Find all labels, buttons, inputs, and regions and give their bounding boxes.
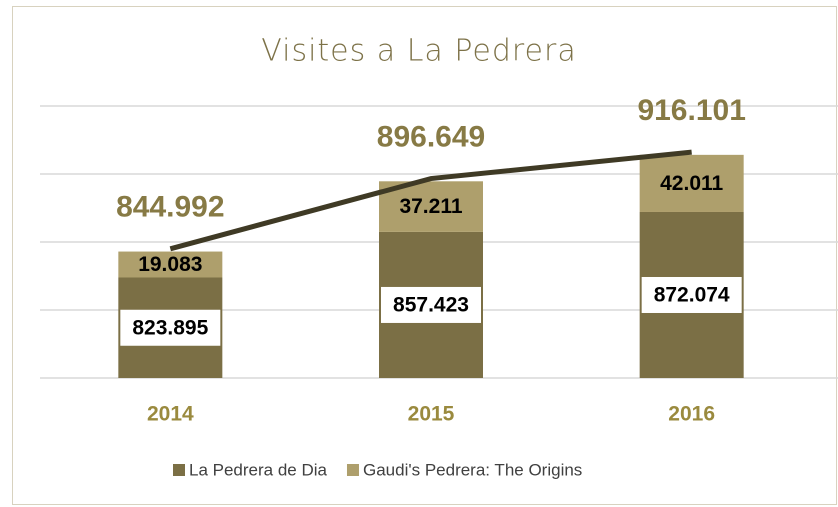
segment-label: 823.895 <box>132 316 208 339</box>
segment-label: 872.074 <box>654 284 730 307</box>
segment-label: 37.211 <box>399 195 462 218</box>
label-box <box>381 286 481 323</box>
segment-label: 42.011 <box>660 172 723 195</box>
label-box <box>120 309 221 346</box>
total-line <box>169 149 692 252</box>
legend-swatch <box>346 464 359 476</box>
legend-label: Gaudi's Pedrera: The Origins <box>363 460 582 479</box>
bar-segment <box>639 154 744 212</box>
chart-frame <box>12 6 837 505</box>
x-tick-label: 2014 <box>147 403 194 426</box>
legend-swatch <box>173 464 185 476</box>
chart-title: Visites a La Pedrera <box>261 34 576 69</box>
x-tick-label: 2015 <box>408 403 455 426</box>
x-tick-label: 2016 <box>668 403 715 426</box>
total-label: 896.649 <box>377 120 485 153</box>
total-label: 844.992 <box>116 191 224 224</box>
bar-segment <box>118 251 223 278</box>
legend-label: La Pedrera de Dia <box>189 460 328 479</box>
segment-label: 19.083 <box>138 253 202 276</box>
total-label: 916.101 <box>637 94 745 127</box>
label-box <box>641 276 742 313</box>
segment-label: 857.423 <box>393 293 469 316</box>
